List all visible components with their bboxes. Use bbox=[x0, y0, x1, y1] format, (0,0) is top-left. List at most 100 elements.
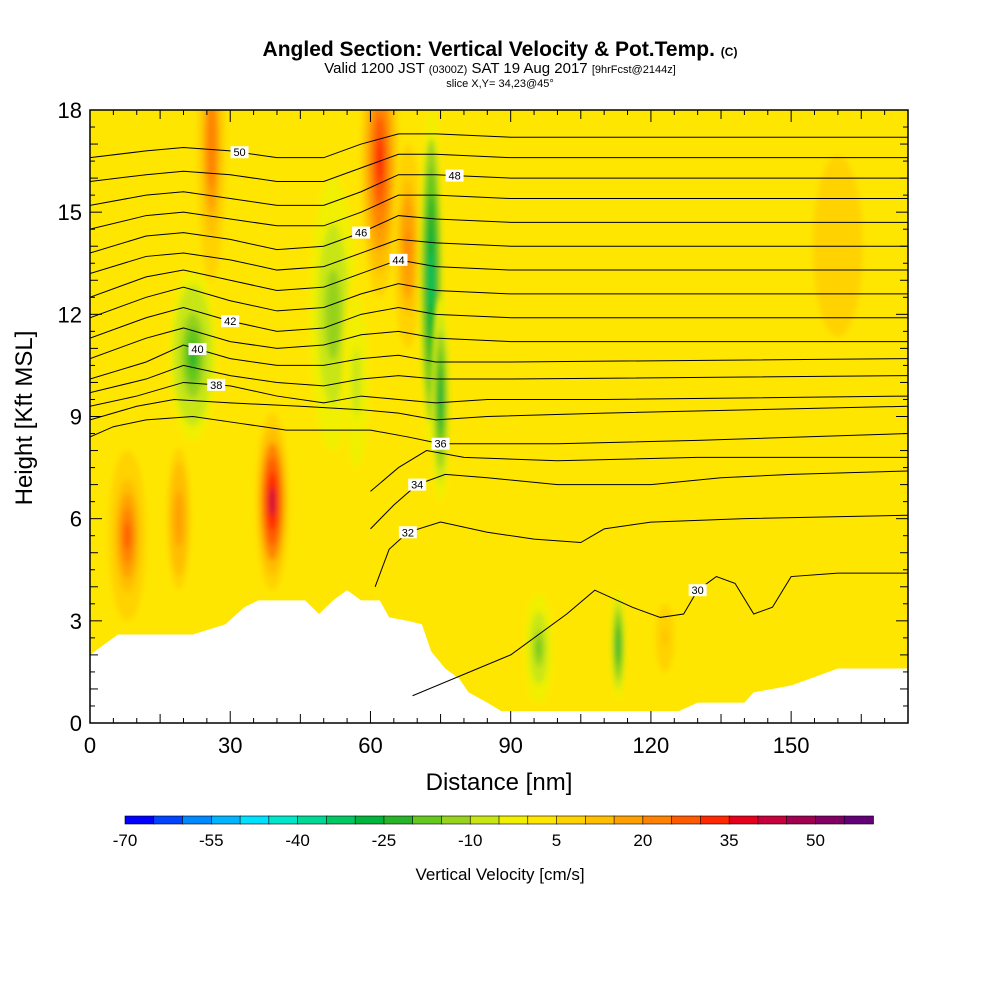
terrain-mask bbox=[90, 590, 908, 723]
contour-label-box bbox=[221, 315, 240, 328]
velocity-band bbox=[124, 521, 131, 550]
velocity-band bbox=[536, 638, 542, 658]
colorbar-swatch bbox=[412, 815, 443, 825]
velocity-band bbox=[354, 365, 359, 400]
theta-contour bbox=[370, 450, 908, 492]
contour-label: 48 bbox=[448, 171, 460, 183]
contour-label: 42 bbox=[224, 316, 236, 328]
x-axis-label: Distance [nm] bbox=[426, 769, 573, 796]
colorbar-tick-label: -25 bbox=[372, 831, 397, 850]
contour-label-box bbox=[389, 253, 408, 266]
colorbar-swatch bbox=[556, 815, 587, 825]
velocity-cell bbox=[431, 297, 450, 502]
y-tick-label: 3 bbox=[70, 609, 82, 634]
colorbar-swatch bbox=[642, 815, 673, 825]
contour-label-box bbox=[230, 146, 249, 159]
colorbar-tick-label: 5 bbox=[552, 831, 561, 850]
valid-time: Valid 1200 JST bbox=[324, 60, 425, 77]
chart-subtitle: Valid 1200 JST (0300Z) SAT 19 Aug 2017 [… bbox=[0, 60, 1000, 77]
colorbar-tick-label: -40 bbox=[285, 831, 310, 850]
x-tick-label: 120 bbox=[633, 733, 670, 758]
title-main: Angled Section: Vertical Velocity & Pot.… bbox=[262, 38, 715, 61]
colorbar-swatch bbox=[469, 815, 500, 825]
theta-contour bbox=[90, 415, 908, 445]
colorbar-swatch bbox=[498, 815, 529, 825]
contour-label-box bbox=[445, 169, 464, 182]
y-tick-label: 0 bbox=[70, 711, 82, 736]
plot-area: 30 32 34 36 38 40 42 44 46 48 50 bbox=[90, 110, 908, 723]
colorbar-swatch bbox=[211, 815, 241, 825]
colorbar-swatch bbox=[757, 815, 788, 825]
x-tick-label: 150 bbox=[773, 733, 810, 758]
theta-contour bbox=[90, 398, 908, 421]
colorbar-swatch bbox=[239, 815, 270, 825]
theta-contour bbox=[90, 344, 908, 380]
colorbar-swatch bbox=[153, 815, 184, 825]
theta-contour bbox=[90, 307, 908, 339]
colorbar-swatch bbox=[613, 815, 644, 825]
colorbar-tick-label: 20 bbox=[633, 831, 652, 850]
x-tick-label: 0 bbox=[84, 733, 96, 758]
colorbar-swatch bbox=[671, 815, 702, 825]
colorbar: -70 -55 -40 -25 -10 5 20 35 50 bbox=[113, 815, 874, 850]
velocity-cell bbox=[169, 270, 217, 441]
x-tick-label: 60 bbox=[358, 733, 382, 758]
x-axis: 0 30 60 90 120 150 bbox=[84, 110, 886, 758]
chart-title: Angled Section: Vertical Velocity & Pot.… bbox=[0, 38, 1000, 62]
theta-contours: 30 32 34 36 38 40 42 44 46 48 50 bbox=[90, 133, 908, 697]
theta-contour bbox=[90, 153, 908, 183]
contour-label-box bbox=[352, 226, 371, 239]
x-tick-label: 30 bbox=[218, 733, 242, 758]
y-tick-label: 12 bbox=[58, 302, 82, 327]
contour-label-box bbox=[398, 526, 417, 539]
contour-label: 34 bbox=[411, 480, 423, 492]
colorbar-swatch bbox=[268, 815, 299, 825]
y-tick-label: 9 bbox=[70, 405, 82, 430]
colorbar-swatch bbox=[843, 815, 874, 825]
contour-label-box bbox=[207, 378, 226, 391]
contour-label-box bbox=[188, 343, 207, 356]
velocity-cell bbox=[255, 413, 289, 591]
contour-label: 40 bbox=[191, 344, 203, 356]
valid-utc: (0300Z) bbox=[428, 64, 468, 76]
colorbar-swatch bbox=[700, 815, 730, 825]
title-suffix: (C) bbox=[720, 45, 738, 59]
contour-label: 46 bbox=[355, 228, 367, 240]
colorbar-label: Vertical Velocity [cm/s] bbox=[415, 865, 584, 884]
contour-label: 38 bbox=[210, 380, 222, 392]
theta-contour bbox=[90, 364, 908, 394]
contour-label: 36 bbox=[434, 439, 446, 451]
slice-info: slice X,Y= 34,23@45° bbox=[446, 78, 554, 90]
colorbar-swatch bbox=[383, 815, 414, 825]
contour-label-box bbox=[688, 584, 707, 597]
theta-contour bbox=[90, 215, 908, 254]
colorbar-swatch bbox=[182, 815, 213, 825]
contour-label: 32 bbox=[402, 527, 414, 539]
colorbar-swatch bbox=[527, 815, 558, 825]
theta-contour bbox=[370, 470, 908, 530]
colorbar-tick-label: 50 bbox=[806, 831, 825, 850]
velocity-band bbox=[329, 291, 337, 338]
velocity-band bbox=[439, 382, 443, 417]
colorbar-tick-label: -10 bbox=[458, 831, 483, 850]
colorbar-swatch bbox=[585, 815, 615, 825]
colorbar-tick-label: 35 bbox=[720, 831, 739, 850]
velocity-cell bbox=[164, 433, 193, 604]
contour-label: 44 bbox=[392, 255, 404, 267]
velocity-cell bbox=[611, 590, 626, 700]
valid-date: SAT 19 Aug 2017 bbox=[471, 60, 588, 77]
colorbar-swatch bbox=[441, 815, 472, 825]
theta-contour bbox=[90, 259, 908, 298]
colorbar-tick-label: -55 bbox=[199, 831, 224, 850]
theta-contour bbox=[90, 133, 908, 159]
y-tick-label: 18 bbox=[58, 98, 82, 123]
contour-label: 30 bbox=[692, 585, 704, 597]
velocity-cell bbox=[197, 110, 226, 281]
colorbar-swatch bbox=[326, 815, 356, 825]
velocity-band bbox=[429, 251, 434, 309]
colorbar-swatch bbox=[815, 815, 846, 825]
velocity-cell bbox=[650, 586, 679, 689]
colorbar-swatch bbox=[124, 815, 155, 825]
y-tick-label: 15 bbox=[58, 200, 82, 225]
